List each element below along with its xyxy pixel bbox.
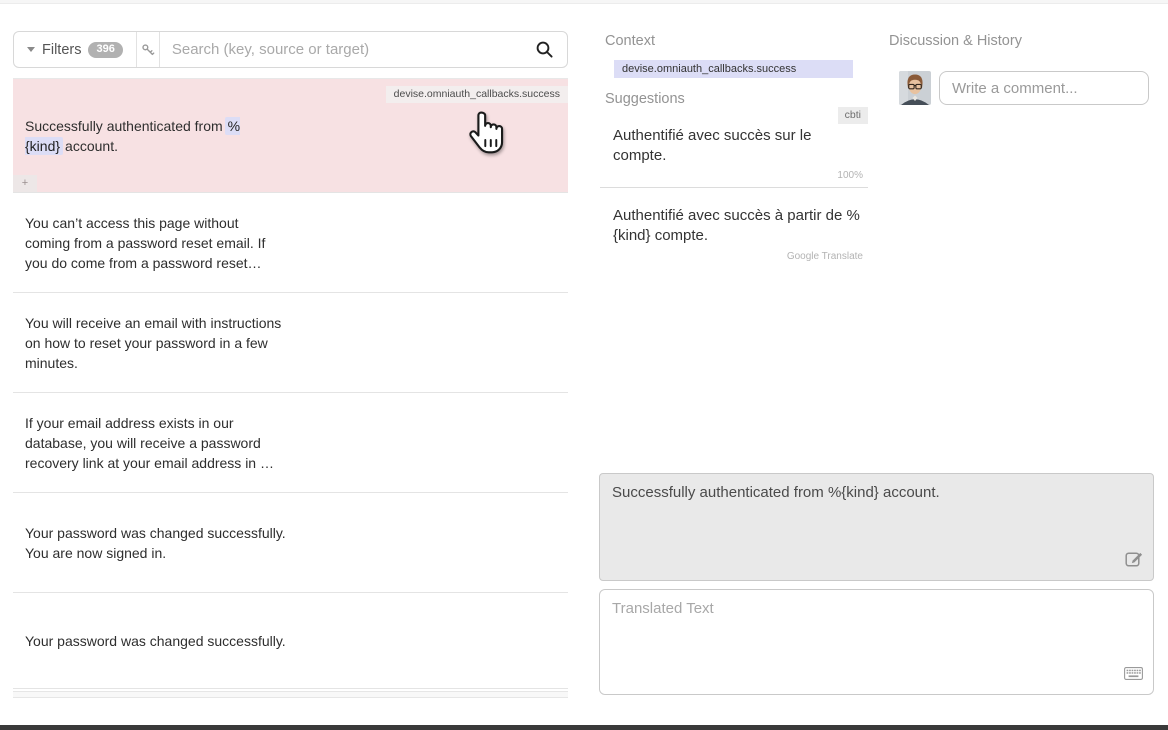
top-window-edge — [0, 0, 1168, 4]
source-text-box: Successfully authenticated from %{kind} … — [599, 473, 1154, 581]
suggestion-item[interactable]: Authentifié avec succès sur le compte. — [613, 127, 812, 164]
bottom-window-edge — [0, 725, 1168, 730]
suggestion-item[interactable]: Authentifié avec succès à partir de %{ki… — [613, 207, 860, 244]
segment-list: devise.omniauth_callbacks.success Succes… — [13, 78, 568, 698]
segment-row[interactable]: You will receive an email with instructi… — [13, 293, 568, 393]
segment-source-text: Successfully authenticated from %{kind} ac… — [25, 116, 287, 156]
key-filter-button[interactable] — [137, 32, 159, 67]
search-input[interactable] — [159, 32, 535, 67]
divider — [600, 187, 868, 188]
segment-text-after: account. — [65, 137, 118, 154]
segment-source-text: Your password was changed successfully. … — [25, 524, 286, 561]
edit-source-button[interactable] — [1124, 549, 1144, 573]
context-key-value: devise.omniauth_callbacks.success — [614, 60, 853, 78]
divider — [135, 32, 137, 67]
edit-icon — [1125, 552, 1143, 567]
segment-row[interactable]: Your password was changed successfully. — [13, 593, 568, 689]
translation-box — [599, 589, 1154, 695]
suggestions-heading: Suggestions — [605, 91, 685, 107]
suggestion-source-badge: cbti — [837, 107, 868, 124]
suggestion-match-score: 100% — [837, 170, 863, 181]
segment-key-badge: devise.omniauth_callbacks.success — [385, 86, 568, 103]
segment-source-text: You can’t access this page without comin… — [25, 214, 266, 271]
key-icon — [142, 43, 155, 55]
filter-search-bar: Filters 396 — [13, 31, 568, 68]
discussion-heading: Discussion & History — [889, 33, 1022, 49]
discussion-panel: Discussion & History — [889, 33, 1149, 105]
source-text: Successfully authenticated from %{kind} … — [612, 484, 940, 501]
segment-source-text: Your password was changed successfully. — [25, 632, 286, 649]
context-heading: Context — [605, 33, 655, 49]
suggestion-attribution: Google Translate — [786, 251, 863, 262]
filters-button[interactable]: Filters 396 — [14, 32, 136, 67]
keyboard-icon — [1124, 667, 1143, 680]
segment-row-partial[interactable] — [13, 691, 568, 698]
translation-textarea[interactable] — [600, 590, 1153, 694]
filters-label: Filters — [42, 41, 82, 58]
special-characters-button[interactable] — [1124, 667, 1143, 685]
segment-row-selected[interactable]: devise.omniauth_callbacks.success Succes… — [13, 79, 568, 193]
add-plural-button[interactable]: + — [13, 175, 37, 192]
segment-source-text: If your email address exists in our data… — [25, 414, 274, 471]
avatar — [899, 71, 931, 105]
segment-text-before: Successfully authenticated from — [25, 117, 223, 134]
segment-row[interactable]: You can’t access this page without comin… — [13, 193, 568, 293]
segment-row[interactable]: If your email address exists in our data… — [13, 393, 568, 493]
search-icon — [536, 41, 553, 58]
chevron-down-icon — [27, 47, 35, 52]
filters-count-badge: 396 — [88, 41, 123, 58]
comment-input[interactable] — [939, 71, 1149, 105]
segment-source-text: You will receive an email with instructi… — [25, 314, 282, 371]
comment-row — [899, 71, 1149, 105]
search-submit[interactable] — [535, 32, 567, 67]
segment-row[interactable]: Your password was changed successfully. … — [13, 493, 568, 593]
divider — [158, 32, 160, 67]
